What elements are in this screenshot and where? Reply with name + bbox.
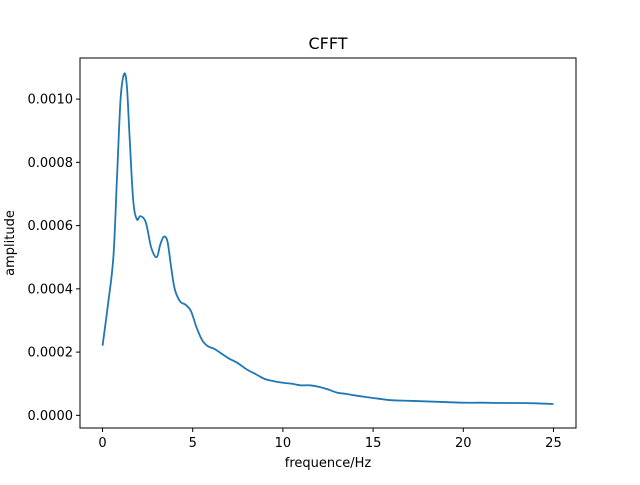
x-axis-label: frequence/Hz bbox=[285, 456, 372, 471]
y-tick-label: 0.0002 bbox=[28, 346, 74, 361]
y-axis-label: amplitude bbox=[3, 210, 18, 276]
y-tick-label: 0.0008 bbox=[28, 156, 74, 171]
x-tick-label: 15 bbox=[365, 436, 382, 451]
series-line-0 bbox=[101, 72, 554, 405]
y-tick-label: 0.0004 bbox=[28, 282, 74, 297]
x-tick-label: 20 bbox=[455, 436, 472, 451]
x-axis-ticks: 0 5 10 15 20 25 bbox=[98, 428, 562, 451]
x-tick-label: 5 bbox=[189, 436, 197, 451]
y-tick-label: 0.0006 bbox=[28, 219, 74, 234]
plot-area-background bbox=[80, 58, 576, 428]
y-tick-label: 0.0010 bbox=[28, 93, 74, 108]
x-tick-label: 25 bbox=[545, 436, 562, 451]
plot-area-frame bbox=[79, 57, 577, 429]
series-layer bbox=[101, 72, 554, 405]
x-tick-label: 0 bbox=[98, 436, 106, 451]
y-tick-label: 0.0000 bbox=[28, 409, 74, 424]
y-axis-ticks: 0.0000 0.0002 0.0004 0.0006 0.0008 0.0010 bbox=[28, 93, 80, 424]
chart-title: CFFT bbox=[308, 34, 347, 53]
x-tick-label: 10 bbox=[275, 436, 292, 451]
